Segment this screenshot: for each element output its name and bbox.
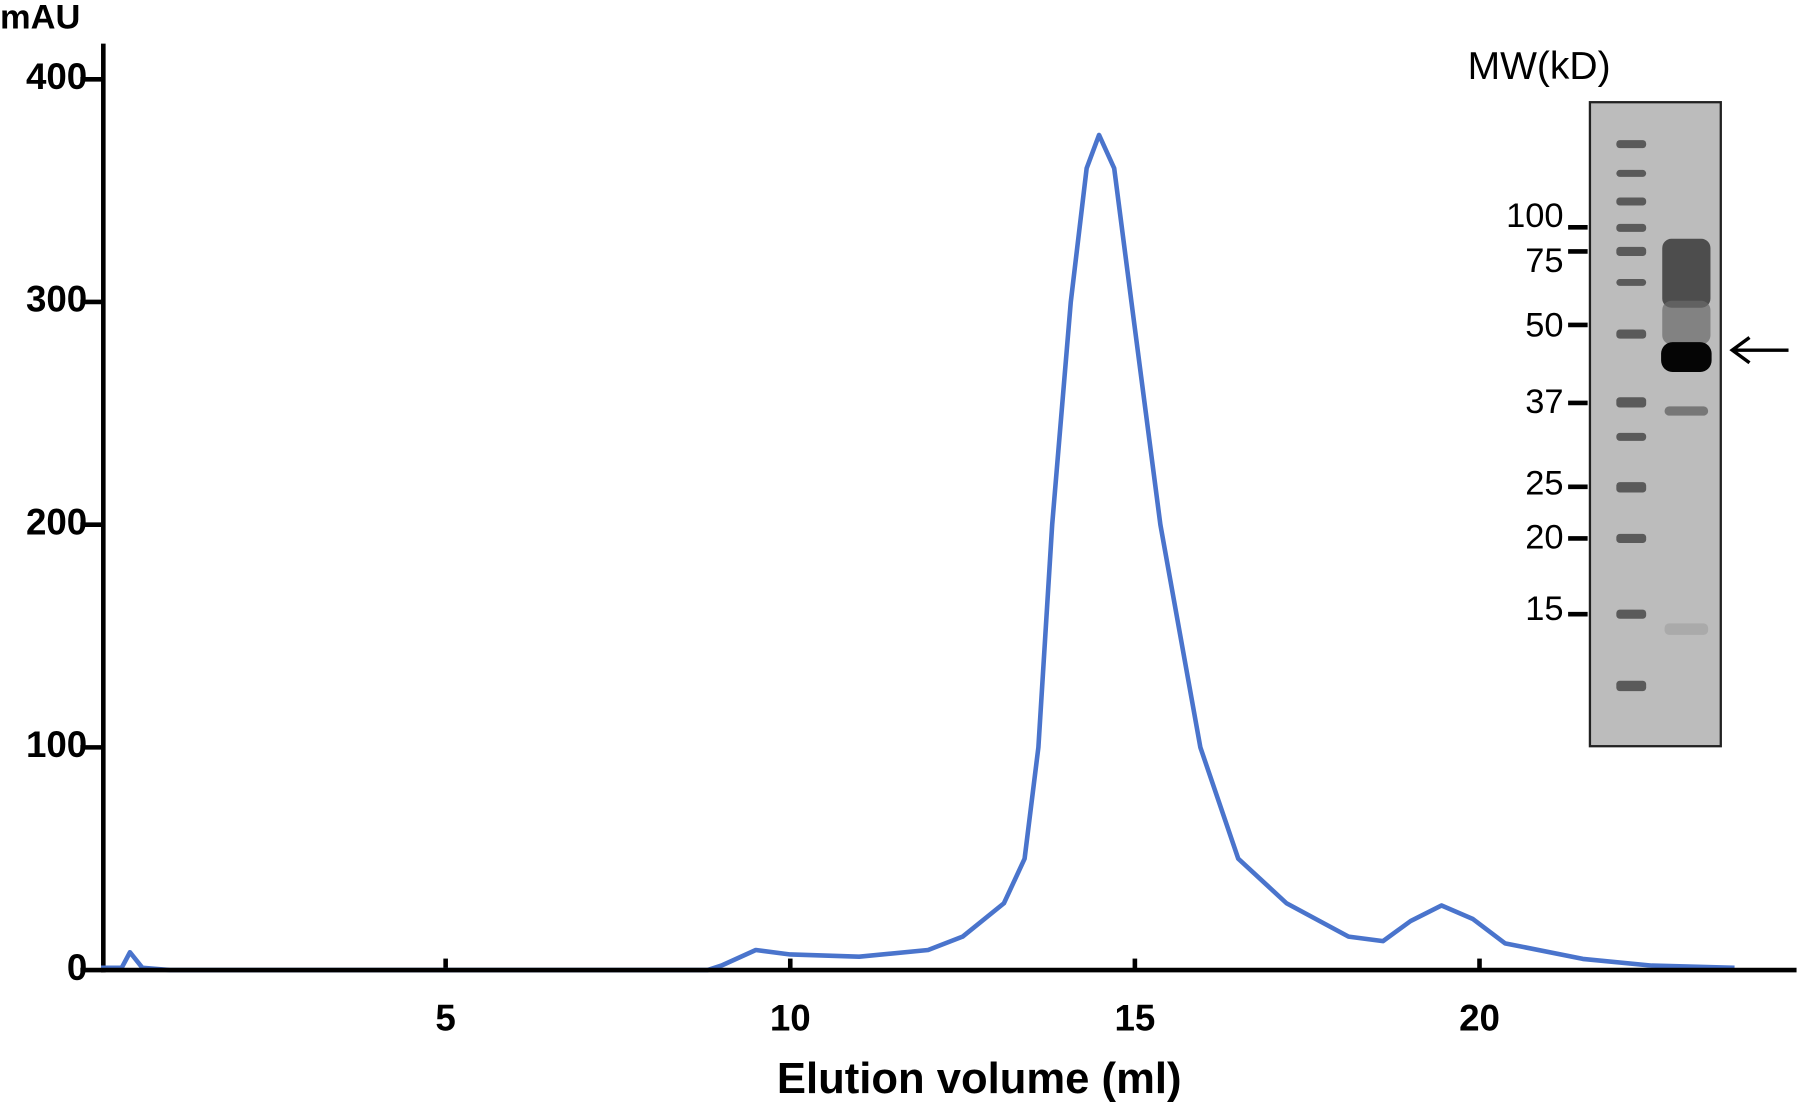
x-axis-label: Elution volume (ml): [777, 1055, 1182, 1103]
arrow: [1729, 336, 1789, 365]
ladder: [1616, 140, 1647, 692]
y-tick-label: 300: [26, 279, 87, 320]
gel: [1588, 101, 1722, 748]
x-tick-label: 15: [1114, 997, 1155, 1038]
x-tick-label: 10: [770, 997, 811, 1038]
marker-ticks: [1568, 225, 1588, 617]
marker-label: 25: [1525, 465, 1563, 503]
marker-label: 37: [1525, 383, 1563, 421]
marker-label: 50: [1525, 306, 1563, 344]
elution-curve: [101, 132, 1735, 973]
marker-label: 20: [1525, 519, 1563, 557]
inset-title: MW(kD): [1468, 45, 1611, 88]
x-tick-label: 5: [435, 997, 455, 1038]
y-tick-label: 400: [26, 56, 87, 97]
y-tick-label: 100: [26, 724, 87, 765]
marker-label: 15: [1525, 590, 1563, 628]
marker-label: 100: [1506, 197, 1563, 235]
y-axis-label: mAU: [0, 0, 80, 37]
y-tick-label: 0: [67, 947, 87, 988]
y-tick-label: 200: [26, 501, 87, 542]
x-tick-label: 20: [1459, 997, 1500, 1038]
marker-label: 75: [1525, 242, 1563, 280]
gel-inset: MW(kD) 100 75 50 37 25 20 15: [1468, 45, 1789, 748]
